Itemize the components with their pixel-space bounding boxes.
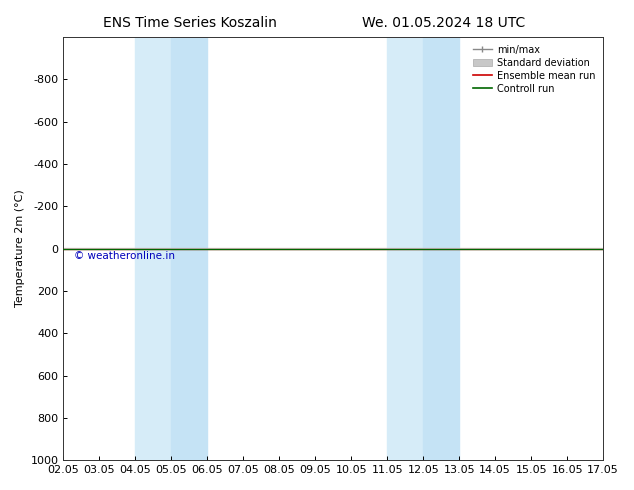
Bar <box>387 37 424 460</box>
Y-axis label: Temperature 2m (°C): Temperature 2m (°C) <box>15 190 25 307</box>
Text: We. 01.05.2024 18 UTC: We. 01.05.2024 18 UTC <box>362 16 526 30</box>
Text: © weatheronline.in: © weatheronline.in <box>74 251 175 261</box>
Legend: min/max, Standard deviation, Ensemble mean run, Controll run: min/max, Standard deviation, Ensemble me… <box>470 42 598 97</box>
Bar <box>136 37 171 460</box>
Text: ENS Time Series Koszalin: ENS Time Series Koszalin <box>103 16 277 30</box>
Bar <box>171 37 207 460</box>
Bar <box>424 37 459 460</box>
